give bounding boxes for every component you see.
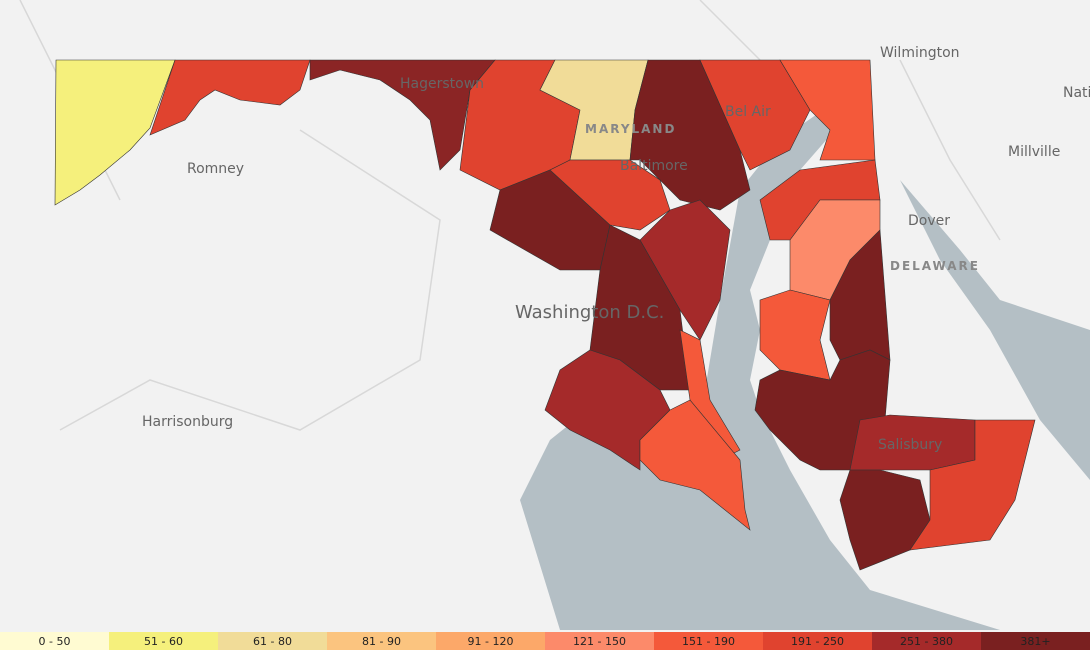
place-label: Dover [908,213,950,229]
delaware-bay [900,180,1090,480]
legend-label: 251 - 380 [900,635,953,648]
legend-label: 61 - 80 [253,635,292,648]
place-label: DELAWARE [890,259,980,273]
chesapeake-bay [520,105,1000,630]
legend-swatch [109,632,219,650]
place-label: Millville [1008,144,1060,160]
place-label: MARYLAND [585,122,676,136]
legend-swatch [436,632,546,650]
legend-label: 121 - 150 [573,635,626,648]
county [639,399,751,531]
legend-label: 0 - 50 [39,635,71,648]
legend: 0 - 50 51 - 60 61 - 80 81 - 90 91 - 120 121 -… [0,632,1090,650]
county [149,59,311,136]
counties [54,59,1036,571]
place-label: Wilmington [880,45,960,61]
place-label: Salisbury [878,437,942,453]
county [779,59,876,161]
legend-swatch [545,632,655,650]
place-label: Washington D.C. [515,302,664,323]
legend-swatch [218,632,328,650]
legend-label: 151 - 190 [682,635,735,648]
legend-swatch [0,632,110,650]
legend-label: 51 - 60 [144,635,183,648]
legend-swatch [981,632,1090,650]
place-label: Romney [187,161,244,177]
place-label: Nati [1063,85,1090,101]
place-label: Harrisonburg [142,414,233,430]
legend-label: 191 - 250 [791,635,844,648]
legend-label: 381+ [1020,635,1050,648]
county [54,59,176,206]
county [549,159,671,231]
county [544,349,671,471]
legend-label: 81 - 90 [362,635,401,648]
county [909,419,1036,551]
place-label: Hagerstown [400,76,484,92]
place-labels: Wilmington Romney Hagerstown Bel Air MAR… [142,45,1090,453]
legend-swatch [763,632,873,650]
county [759,289,831,381]
legend-swatch [872,632,982,650]
legend-swatch [327,632,437,650]
legend-label: 91 - 120 [468,635,514,648]
place-label: Bel Air [725,104,771,120]
place-label: Baltimore [620,158,688,174]
legend-swatch [654,632,764,650]
